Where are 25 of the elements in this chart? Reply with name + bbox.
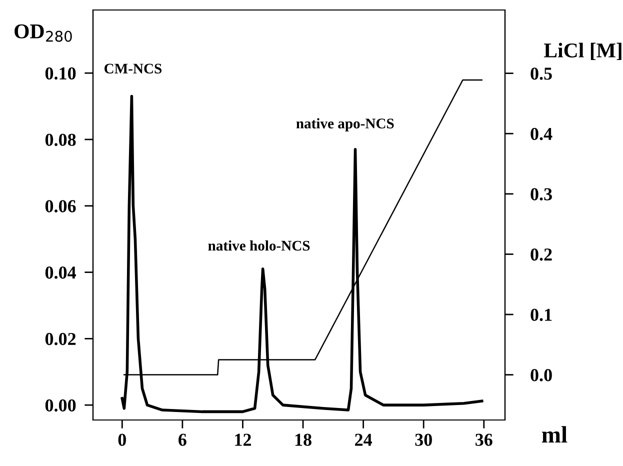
x-tick-label: 30 xyxy=(415,434,432,446)
annotation: native holo-NCS xyxy=(208,240,310,251)
y-tick-label: 0.08 xyxy=(45,134,76,146)
annotation: CM-NCS xyxy=(104,64,162,74)
y2-tick-label: 0.1 xyxy=(530,308,552,322)
y-tick-label: 0.06 xyxy=(45,200,76,212)
y-axis-title: OD$_{280}$ xyxy=(14,24,72,42)
y2-tick-label: 0.2 xyxy=(530,248,552,261)
y2-tick-label: 0.3 xyxy=(530,188,552,200)
x-tick-label: 36 xyxy=(476,434,492,446)
x-tick-label: 6 xyxy=(178,434,186,446)
y-tick-label: 0.02 xyxy=(45,332,76,346)
x-tick-label: 0 xyxy=(118,434,126,446)
x-axis-title: ml xyxy=(542,426,568,443)
y2-tick-label: 0.4 xyxy=(530,128,552,140)
y-tick-label: 0.00 xyxy=(45,399,76,412)
x-tick-label: 18 xyxy=(295,434,312,446)
y-tick-label: 0.10 xyxy=(45,67,76,80)
x-tick-label: 12 xyxy=(235,434,251,446)
y2-tick-label: 0.0 xyxy=(530,369,552,382)
y-tick-label: 0.04 xyxy=(45,266,76,279)
y2-tick-label: 0.5 xyxy=(530,68,552,80)
annotation: native apo-NCS xyxy=(296,118,394,132)
y2-axis-title: LiCl [M] xyxy=(544,42,622,60)
x-tick-label: 24 xyxy=(355,434,372,446)
